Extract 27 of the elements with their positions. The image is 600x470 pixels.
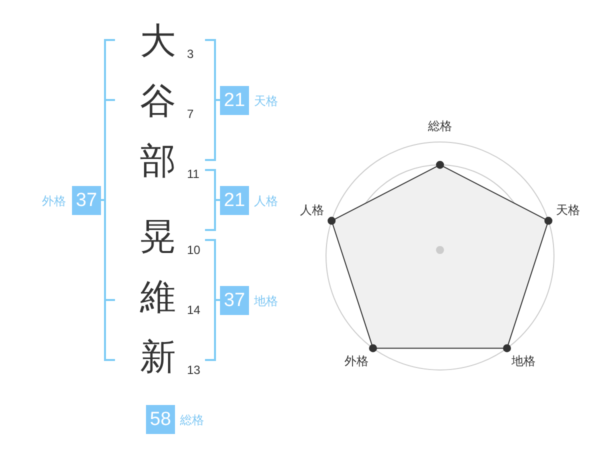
text: 地格 bbox=[254, 294, 278, 308]
spoke-label: 人格 bbox=[300, 203, 324, 218]
text: 外格 bbox=[42, 194, 66, 208]
spoke-label: 外格 bbox=[344, 354, 368, 368]
text: 人格 bbox=[254, 194, 278, 208]
text: 新 bbox=[140, 337, 176, 378]
text: 13 bbox=[187, 363, 200, 377]
text: 37 bbox=[220, 286, 249, 315]
spoke-label: 地格 bbox=[510, 354, 536, 368]
text: 14 bbox=[187, 303, 200, 317]
text: 58 bbox=[146, 405, 175, 434]
spoke-label: 総格 bbox=[427, 118, 452, 133]
text: 天格 bbox=[254, 94, 278, 108]
text: 11 bbox=[187, 167, 200, 181]
text: 37 bbox=[72, 186, 101, 215]
text: 10 bbox=[187, 243, 200, 257]
text: 21 bbox=[220, 186, 249, 215]
text: 谷 bbox=[140, 81, 176, 122]
text: 部 bbox=[140, 141, 176, 182]
text: 晃 bbox=[140, 217, 176, 258]
spoke-label: 天格 bbox=[556, 203, 580, 218]
text: 7 bbox=[187, 107, 194, 121]
text: 3 bbox=[187, 47, 194, 61]
text: 大 bbox=[140, 21, 176, 62]
text: 総格 bbox=[180, 413, 204, 427]
text: 21 bbox=[220, 86, 249, 115]
text: 維 bbox=[140, 277, 176, 318]
